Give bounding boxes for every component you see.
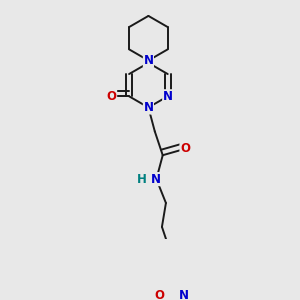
Text: N: N	[163, 90, 173, 103]
Text: N: N	[152, 172, 161, 186]
Text: N: N	[179, 289, 189, 300]
Text: O: O	[154, 289, 164, 300]
Text: N: N	[143, 101, 153, 114]
Text: N: N	[143, 54, 153, 67]
Text: O: O	[180, 142, 190, 155]
Text: H: H	[137, 172, 147, 186]
Text: O: O	[106, 90, 117, 103]
